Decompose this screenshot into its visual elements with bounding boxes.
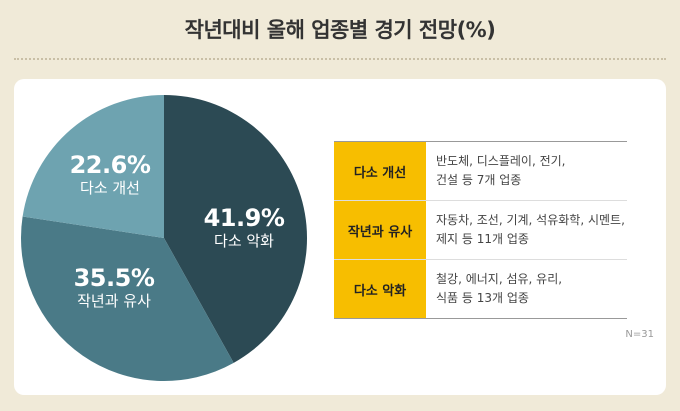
pie-slice-better <box>22 94 165 238</box>
industry-table: 다소 개선 반도체, 디스플레이, 전기, 건설 등 7개 업종 작년과 유사 … <box>334 141 627 319</box>
desc-line: 제지 등 11개 업종 <box>436 232 529 246</box>
row-key-similar: 작년과 유사 <box>334 200 426 260</box>
desc-line: 자동차, 조선, 기계, 석유화학, 시멘트, <box>436 212 625 227</box>
sample-size-note: N=31 <box>625 329 654 340</box>
row-key-better: 다소 개선 <box>334 141 426 201</box>
pie-slice-similar <box>20 216 234 382</box>
desc-line: 식품 등 13개 업종 <box>436 291 529 305</box>
row-desc-worse: 철강, 에너지, 섬유, 유리, 식품 등 13개 업종 <box>426 259 627 319</box>
desc-line: 철강, 에너지, 섬유, 유리, <box>436 271 563 286</box>
table-row: 다소 악화 철강, 에너지, 섬유, 유리, 식품 등 13개 업종 <box>334 259 627 319</box>
chart-title: 작년대비 올해 업종별 경기 전망(%) <box>184 18 496 42</box>
title-divider <box>14 58 666 60</box>
pie-chart <box>20 94 308 382</box>
table-row: 작년과 유사 자동차, 조선, 기계, 석유화학, 시멘트, 제지 등 11개 … <box>334 200 627 260</box>
desc-line: 반도체, 디스플레이, 전기, <box>436 153 566 168</box>
slice-value-similar: 35.5% <box>73 264 155 292</box>
slice-value-worse: 41.9% <box>203 204 285 232</box>
row-key-worse: 다소 악화 <box>334 259 426 319</box>
row-desc-better: 반도체, 디스플레이, 전기, 건설 등 7개 업종 <box>426 142 627 201</box>
row-desc-similar: 자동차, 조선, 기계, 석유화학, 시멘트, 제지 등 11개 업종 <box>426 200 627 260</box>
slice-label-better: 22.6% 다소 개선 <box>60 151 160 197</box>
slice-value-better: 22.6% <box>69 151 151 179</box>
slice-name-worse: 다소 악화 <box>214 231 274 250</box>
desc-line: 건설 등 7개 업종 <box>436 173 522 187</box>
pie-slice-worse <box>164 95 308 363</box>
slice-label-similar: 35.5% 작년과 유사 <box>54 264 174 310</box>
slice-name-better: 다소 개선 <box>80 178 140 197</box>
slice-label-worse: 41.9% 다소 악화 <box>186 204 302 250</box>
table-row: 다소 개선 반도체, 디스플레이, 전기, 건설 등 7개 업종 <box>334 141 627 201</box>
slice-name-similar: 작년과 유사 <box>77 291 151 310</box>
chart-panel: 41.9% 다소 악화 35.5% 작년과 유사 22.6% 다소 개선 다소 … <box>14 79 666 395</box>
